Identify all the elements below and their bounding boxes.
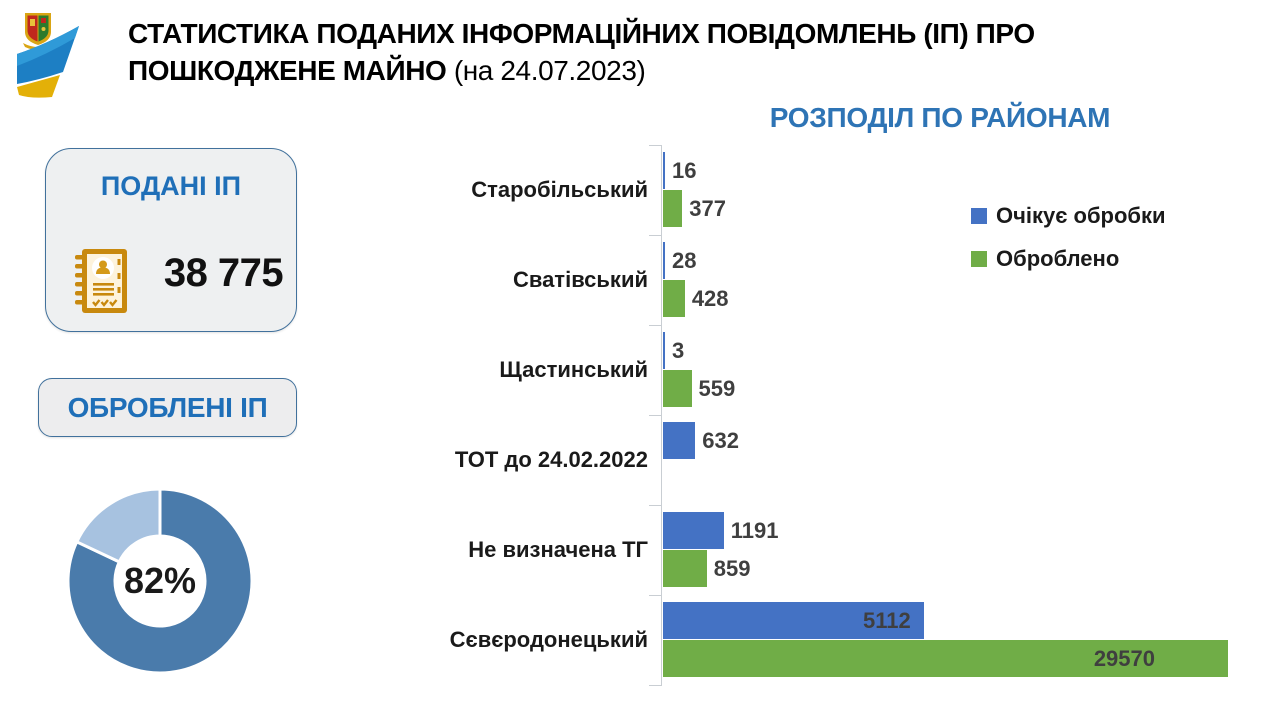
page-title-line2: ПОШКОДЖЕНЕ МАЙНО (на 24.07.2023) bbox=[128, 52, 1138, 89]
axis-tick bbox=[649, 145, 662, 146]
legend-label-processed: Оброблено bbox=[996, 246, 1120, 271]
bar-pending bbox=[663, 512, 724, 549]
page-title-line2-bold: ПОШКОДЖЕНЕ МАЙНО bbox=[128, 55, 447, 86]
bar-value-label: 632 bbox=[702, 428, 739, 453]
submitted-reports-card: ПОДАНІ ІП bbox=[45, 148, 297, 332]
donut-segment-1 bbox=[75, 487, 162, 564]
bar-value-label: 377 bbox=[689, 196, 726, 221]
submitted-card-title: ПОДАНІ ІП bbox=[100, 171, 242, 201]
bar-processed bbox=[663, 280, 685, 317]
bar-pending bbox=[663, 242, 665, 279]
id-document-icon bbox=[75, 249, 127, 313]
bar-value-label: 859 bbox=[713, 556, 751, 581]
coat-of-arms-icon bbox=[23, 13, 53, 50]
category-label: Щастинський bbox=[499, 357, 648, 382]
axis-tick bbox=[649, 505, 662, 506]
legend-swatch-processed-icon bbox=[971, 251, 987, 267]
bar-value-label: 28 bbox=[672, 248, 697, 273]
bar-value-label: 16 bbox=[672, 158, 697, 183]
category-label: ТОТ до 24.02.2022 bbox=[454, 447, 648, 472]
bar-processed bbox=[663, 640, 1228, 677]
page-title-line1: СТАТИСТИКА ПОДАНИХ ІНФОРМАЦІЙНИХ ПОВІДОМ… bbox=[128, 18, 1035, 49]
axis-tick bbox=[649, 415, 662, 416]
bar-pending bbox=[663, 602, 924, 639]
axis-tick bbox=[649, 685, 662, 686]
legend-item-pending: Очікує обробки bbox=[971, 203, 1166, 229]
axis-tick bbox=[649, 595, 662, 596]
legend-item-processed: Оброблено bbox=[971, 246, 1119, 272]
page-title-date: (на 24.07.2023) bbox=[453, 55, 646, 86]
processed-reports-card: ОБРОБЛЕНІ ІП bbox=[38, 378, 297, 437]
bar-chart-title: РОЗПОДІЛ ПО РАЙОНАМ bbox=[769, 102, 1111, 133]
donut-percent-label: 82% bbox=[123, 560, 197, 601]
bar-value-label: 559 bbox=[698, 376, 736, 401]
luhansk-oblast-logo bbox=[17, 13, 79, 98]
bar-pending bbox=[663, 332, 665, 369]
page-title: СТАТИСТИКА ПОДАНИХ ІНФОРМАЦІЙНИХ ПОВІДОМ… bbox=[128, 15, 1138, 89]
legend-swatch-pending-icon bbox=[971, 208, 987, 224]
category-label: Старобільський bbox=[471, 177, 648, 202]
axis-tick bbox=[649, 325, 662, 326]
bar-value-label: 1191 bbox=[730, 518, 779, 543]
category-label: Сватівський bbox=[512, 267, 648, 292]
donut-segment-0 bbox=[66, 487, 254, 675]
bar-processed bbox=[663, 190, 683, 227]
bar-value-label: 5112 bbox=[862, 608, 911, 633]
bar-value-label: 29570 bbox=[1093, 646, 1155, 671]
processed-card-title: ОБРОБЛЕНІ ІП bbox=[67, 391, 268, 423]
category-label: Сєвєродонецький bbox=[449, 627, 648, 652]
bar-processed bbox=[663, 550, 707, 587]
flag-swoosh-icon bbox=[17, 26, 79, 98]
category-label: Не визначена ТГ bbox=[468, 537, 648, 562]
legend-label-pending: Очікує обробки bbox=[996, 203, 1166, 228]
bar-value-label: 428 bbox=[691, 286, 729, 311]
bar-processed bbox=[663, 370, 692, 407]
submitted-count: 38 775 bbox=[163, 251, 284, 295]
axis-tick bbox=[649, 235, 662, 236]
bar-pending bbox=[663, 152, 665, 189]
bar-pending bbox=[663, 422, 696, 459]
processed-donut-chart bbox=[66, 487, 254, 675]
bar-value-label: 3 bbox=[672, 338, 685, 363]
